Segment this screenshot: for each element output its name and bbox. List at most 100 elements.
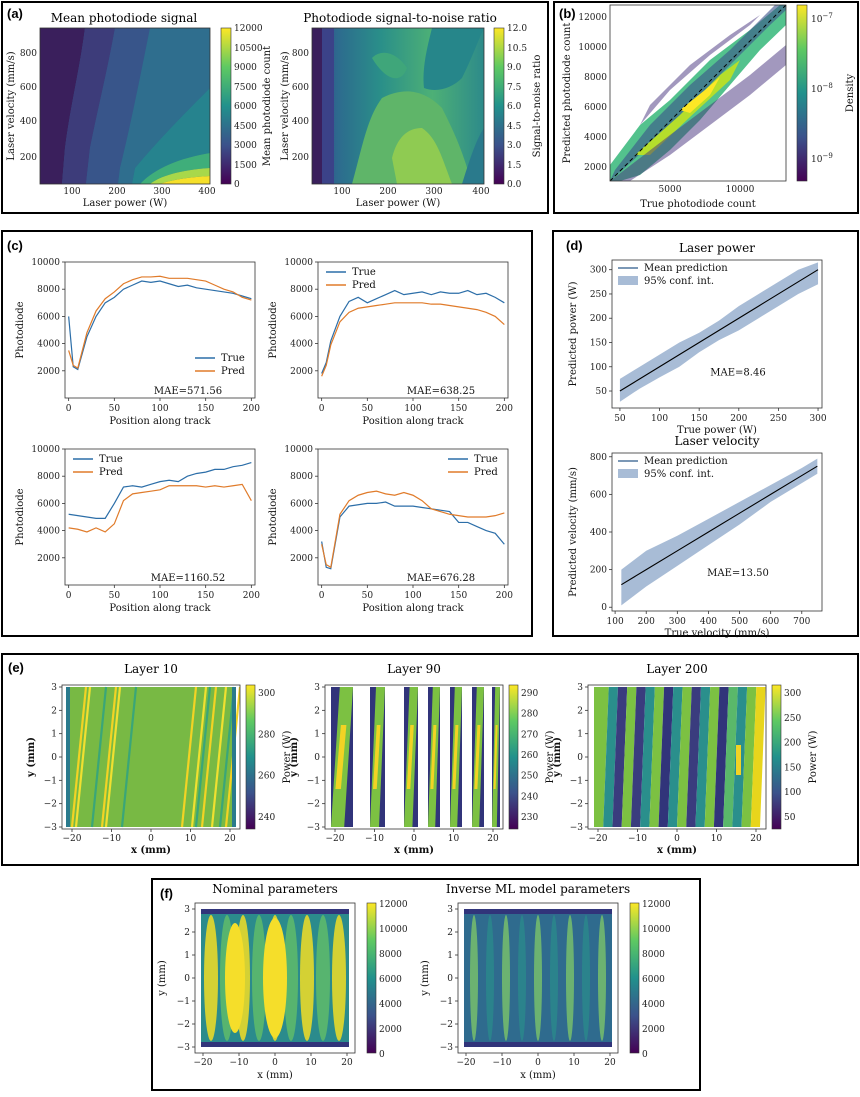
panel-e-border — [1, 653, 859, 866]
plot-title: Laser velocity — [674, 434, 759, 448]
xtick: 400 — [472, 187, 489, 197]
legend-pred-label: Pred — [221, 366, 245, 377]
ytick: 200 — [20, 153, 37, 163]
ctick: 12000 — [379, 900, 408, 910]
ctick: 10−9 — [811, 152, 833, 165]
ytick: 400 — [20, 117, 37, 127]
xlabel: Position along track — [109, 416, 211, 427]
xtick: 50 — [362, 591, 374, 601]
mae-label: MAE=571.56 — [154, 386, 222, 397]
xtick: 100 — [333, 187, 350, 197]
xtick: 5000 — [659, 185, 682, 195]
ctick: 0 — [379, 1050, 385, 1060]
ylabel: Predicted velocity (mm/s) — [568, 467, 579, 597]
xtick: 400 — [700, 617, 717, 627]
ytick: 6000 — [290, 312, 313, 322]
ytick: −1 — [440, 997, 453, 1007]
ytick: −1 — [44, 776, 57, 786]
xtick: 0 — [272, 1058, 278, 1068]
ctick: 290 — [521, 689, 538, 699]
ytick: 2 — [51, 706, 57, 716]
ctick: 10500 — [234, 44, 263, 54]
xtick: 10 — [448, 834, 460, 844]
xtick: 200 — [379, 187, 396, 197]
mean-signal-ylabel: Laser velocity (mm/s) — [6, 51, 17, 160]
ctick: 10000 — [642, 925, 671, 935]
xtick: −20 — [326, 834, 345, 844]
xtick: 600 — [762, 617, 779, 627]
snr-cticks: 0.0 1.5 3.0 4.5 6.0 7.5 9.0 10.5 12.0 — [507, 24, 527, 190]
layer-title: Layer 10 — [124, 662, 178, 676]
map-colorbar — [629, 902, 640, 1054]
xtick: 50 — [109, 404, 121, 414]
xtick: −10 — [493, 1058, 512, 1068]
layer-colorbar — [245, 684, 256, 830]
ylabel: y (mm) — [157, 960, 168, 997]
xtick: 20 — [750, 834, 762, 844]
cbar-label: Power (W) — [282, 730, 293, 783]
ytick: 2000 — [290, 554, 313, 564]
ytick: 100 — [590, 363, 607, 373]
ctick: 4.5 — [507, 122, 522, 132]
ctick: 260 — [521, 751, 538, 761]
ctick: 9000 — [234, 63, 257, 73]
ytick: 6000 — [290, 499, 313, 509]
ctick: 10000 — [379, 925, 408, 935]
ytick: 2 — [447, 928, 453, 938]
xtick: 0 — [674, 834, 680, 844]
ctick: 0 — [234, 180, 240, 190]
xtick: 700 — [793, 617, 810, 627]
mae-label: MAE=676.28 — [407, 573, 475, 584]
ytick: 800 — [20, 49, 37, 59]
ytick: 3 — [51, 683, 57, 693]
ytick: 0 — [51, 753, 57, 763]
layer-map — [588, 685, 766, 829]
ctick: 0.0 — [507, 180, 522, 190]
mean-prediction-line — [621, 465, 818, 586]
xtick: 50 — [614, 414, 626, 424]
xtick: −10 — [365, 834, 384, 844]
ytick: −1 — [307, 776, 320, 786]
ytick: 2000 — [37, 554, 60, 564]
xlabel: x (mm) — [657, 845, 697, 856]
mean-signal-cbar-label: Mean photodiode count — [262, 46, 273, 166]
plot-title: Laser power — [679, 241, 755, 255]
cbar-label: Power (W) — [545, 730, 556, 783]
ylabel: Photodiode — [268, 488, 279, 545]
ctick: 150 — [784, 763, 801, 773]
density-colorbar — [796, 4, 808, 182]
ctick: 6000 — [234, 102, 257, 112]
ytick: 200 — [292, 153, 309, 163]
xlabel: x (mm) — [131, 845, 171, 856]
ytick: 800 — [590, 453, 607, 463]
legend-mean-label: Mean prediction — [644, 456, 728, 467]
panel-a-label: (a) — [7, 6, 23, 21]
ytick: 50 — [596, 387, 608, 397]
density-plot — [610, 5, 786, 181]
density-cbar-label: Density — [845, 73, 856, 112]
track-plots: 0 50 100 150 200200040006000800010000Positio… — [15, 258, 513, 614]
ctick: 1500 — [234, 161, 257, 171]
panel-f: (f) Nominal parameters−20 −10 0 10 20−3−2−10… — [151, 878, 701, 1091]
ytick: −3 — [44, 823, 58, 833]
map-title: Nominal parameters — [212, 882, 338, 896]
ytick: 6000 — [37, 312, 60, 322]
map-title: Inverse ML model parameters — [446, 882, 630, 896]
xtick: 250 — [770, 414, 787, 424]
xtick: −20 — [194, 1058, 213, 1068]
ytick: 8000 — [290, 285, 313, 295]
xtick: 200 — [496, 404, 513, 414]
mean-signal-xticks: 100 200 300 400 — [63, 187, 215, 197]
xlabel: Position along track — [362, 603, 464, 614]
ctick: 3.0 — [507, 141, 522, 151]
ytick: 2000 — [37, 367, 60, 377]
xtick: 200 — [243, 591, 260, 601]
mean-signal-frame — [39, 27, 211, 185]
legend-true-label: True — [352, 267, 376, 278]
mae-label: MAE=13.50 — [707, 568, 769, 579]
map-colorbar — [366, 902, 377, 1054]
signal-map — [195, 903, 355, 1053]
legend-pred-label: Pred — [99, 467, 123, 478]
xtick: 100 — [63, 187, 80, 197]
